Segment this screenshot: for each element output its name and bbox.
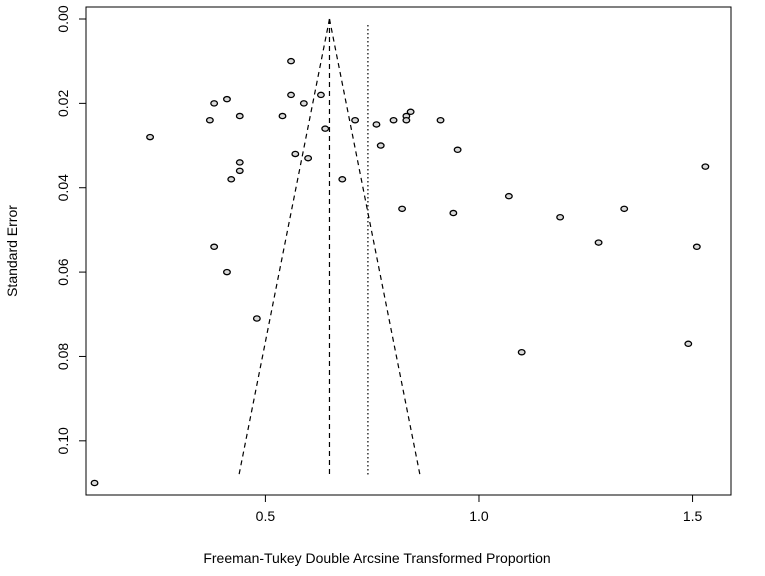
- funnel-left-limit: [238, 18, 331, 475]
- study-point: [287, 57, 295, 65]
- study-point: [210, 243, 219, 251]
- study-point: [389, 116, 398, 124]
- plot-frame: [85, 6, 732, 496]
- study-point: [223, 268, 231, 276]
- study-points: [90, 57, 710, 487]
- study-point: [287, 91, 295, 99]
- study-point: [376, 142, 385, 149]
- study-point: [692, 243, 701, 251]
- study-point: [684, 340, 693, 348]
- study-point: [436, 116, 445, 124]
- y-tick-label: 0.08: [55, 343, 71, 370]
- study-point: [235, 112, 244, 120]
- y-tick-label: 0.04: [55, 174, 71, 201]
- y-tick-label: 0.10: [55, 427, 71, 454]
- study-point: [594, 239, 603, 246]
- study-point: [453, 146, 462, 154]
- study-point: [304, 154, 313, 162]
- study-point: [205, 116, 214, 124]
- study-point: [517, 348, 526, 356]
- study-point: [402, 116, 411, 124]
- study-point: [210, 100, 219, 107]
- funnel-lines: [238, 18, 421, 475]
- study-point: [556, 214, 565, 221]
- funnel-right-limit: [328, 18, 421, 475]
- study-point: [449, 209, 458, 217]
- study-point: [235, 159, 244, 166]
- x-axis-title: Freeman-Tukey Double Arcsine Transformed…: [203, 550, 550, 566]
- study-point: [372, 121, 381, 128]
- study-point: [235, 167, 244, 175]
- study-point: [278, 112, 287, 120]
- study-point: [316, 91, 325, 99]
- study-point: [351, 116, 360, 124]
- study-point: [338, 176, 347, 183]
- study-point: [321, 125, 330, 132]
- study-point: [504, 192, 513, 200]
- study-point: [291, 150, 300, 158]
- y-axis: 0.00 0.02 0.04 0.06 0.08 0.10: [55, 5, 86, 454]
- study-point: [406, 108, 415, 116]
- study-point: [398, 205, 407, 213]
- study-point: [227, 176, 236, 183]
- y-axis-title: Standard Error: [4, 205, 20, 297]
- y-tick-label: 0.06: [55, 258, 71, 285]
- y-tick-label: 0.02: [55, 90, 71, 117]
- study-point: [146, 133, 155, 141]
- study-point: [90, 479, 99, 487]
- x-tick-label: 0.5: [256, 508, 276, 524]
- study-point: [299, 100, 308, 107]
- y-tick-label: 0.00: [55, 5, 71, 32]
- study-point: [701, 163, 710, 170]
- study-point: [223, 95, 231, 103]
- x-tick-label: 1.5: [683, 508, 703, 524]
- study-point: [252, 315, 261, 322]
- x-tick-label: 1.0: [469, 508, 489, 524]
- x-axis: 0.5 1.0 1.5: [256, 495, 703, 524]
- study-point: [620, 205, 629, 213]
